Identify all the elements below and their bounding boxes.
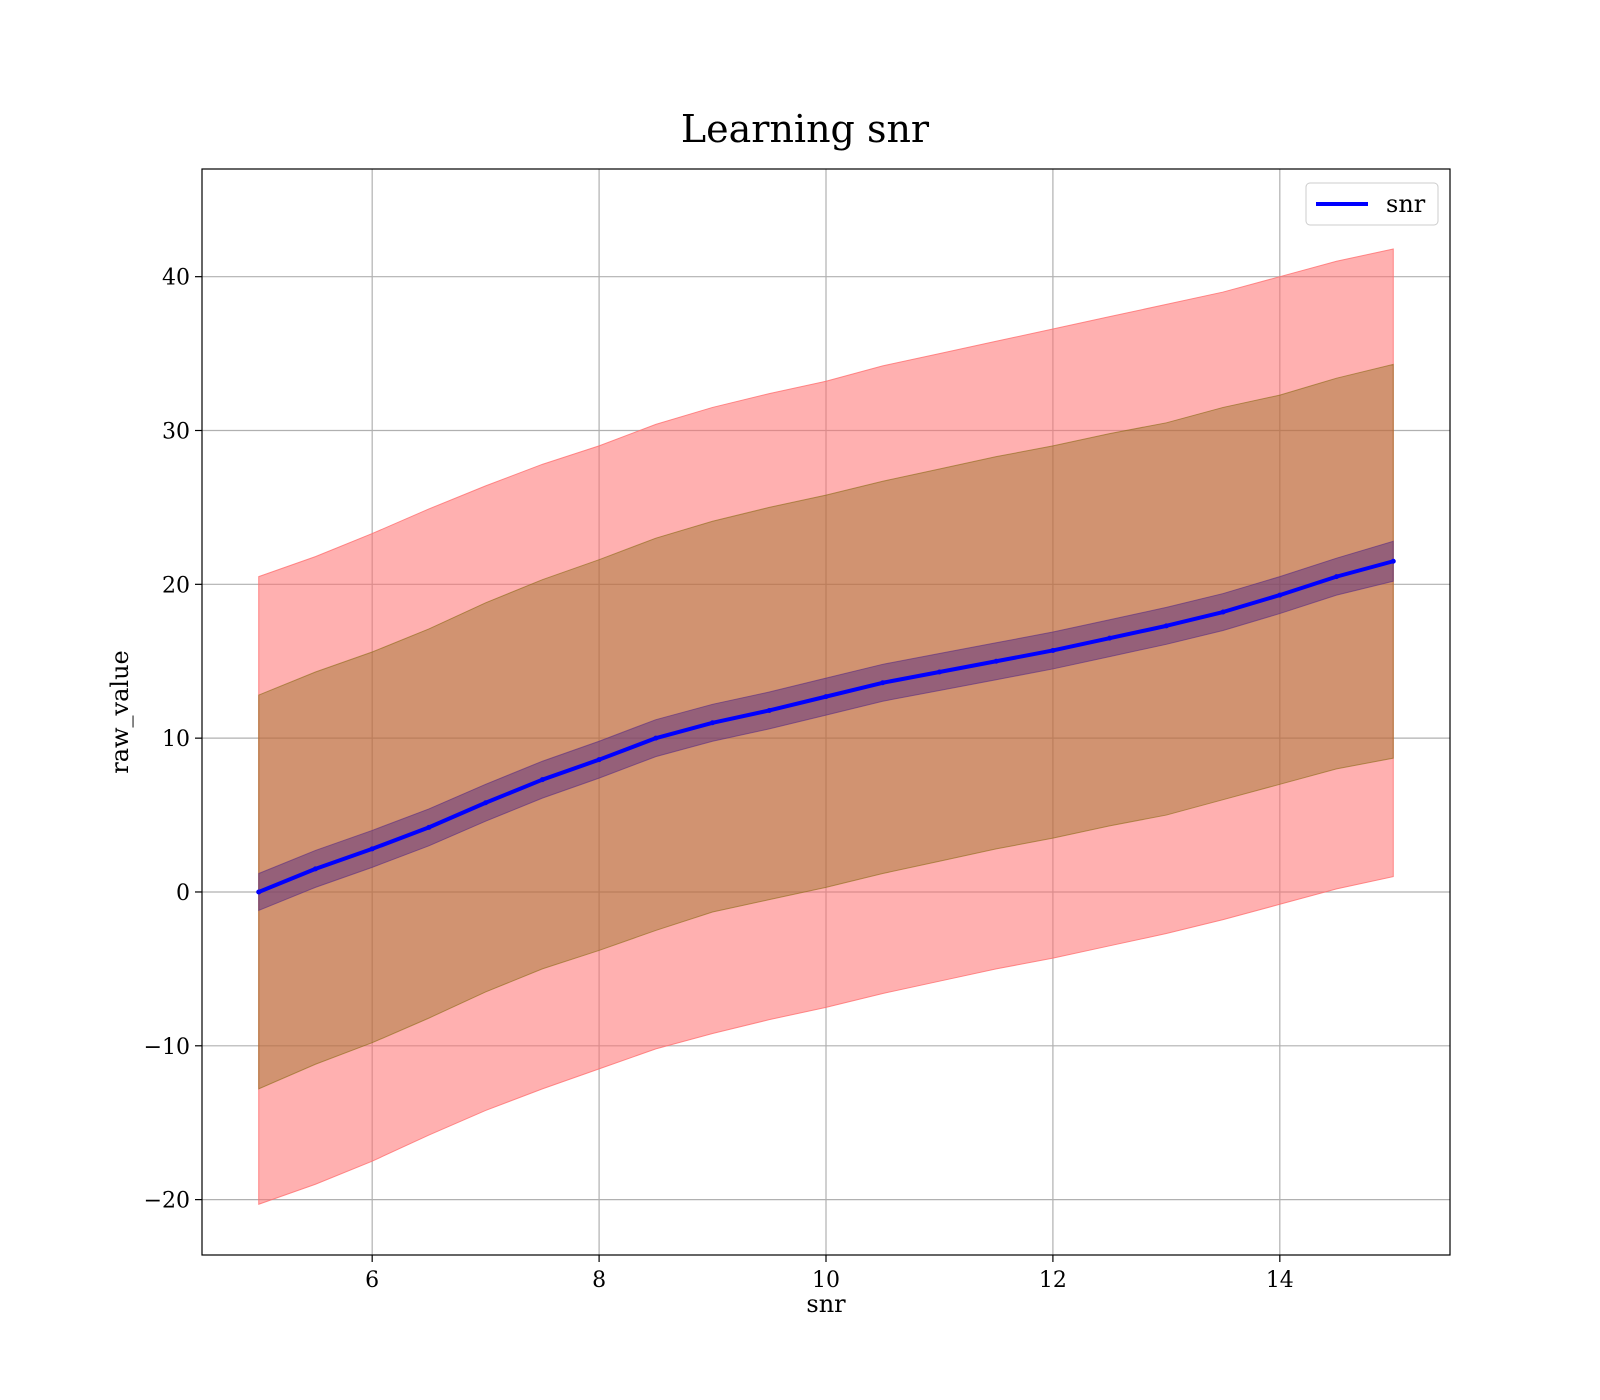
bands <box>258 248 1394 1205</box>
x-tick-label: 10 <box>812 1268 840 1293</box>
data-point <box>1163 623 1169 629</box>
data-point <box>1107 635 1113 641</box>
data-point <box>936 669 942 675</box>
y-tick-label: −20 <box>144 1189 190 1214</box>
y-tick-label: 0 <box>176 881 190 906</box>
plot-area <box>202 169 1450 1255</box>
x-tick-label: 14 <box>1266 1268 1294 1293</box>
data-point <box>1220 609 1226 615</box>
data-point <box>823 694 829 700</box>
data-point <box>369 846 375 852</box>
legend-label-snr: snr <box>1386 190 1426 218</box>
y-tick-label: 30 <box>162 420 190 445</box>
data-point <box>653 735 659 741</box>
series-lines <box>256 558 1396 895</box>
data-point <box>1050 647 1056 653</box>
data-point <box>766 707 772 713</box>
outer-band <box>258 248 1394 1205</box>
x-tick-label: 6 <box>365 1268 379 1293</box>
inner-band <box>258 540 1394 912</box>
y-tick-label: 40 <box>162 266 190 291</box>
y-axis-label: raw_value <box>106 650 134 774</box>
data-point <box>1334 574 1340 580</box>
data-point <box>880 680 886 686</box>
data-point <box>993 658 999 664</box>
data-point <box>1277 592 1283 598</box>
data-point <box>596 757 602 763</box>
y-tick-label: −10 <box>144 1035 190 1060</box>
data-point <box>256 889 262 895</box>
legend-box <box>1305 182 1439 226</box>
data-point <box>312 866 318 872</box>
data-point <box>1390 558 1396 564</box>
x-axis-label: snr <box>806 1290 846 1318</box>
x-tick-label: 12 <box>1039 1268 1067 1293</box>
middle-band <box>258 363 1394 1090</box>
data-point <box>539 777 545 783</box>
data-point <box>483 800 489 806</box>
chart-title: Learning snr <box>681 107 930 151</box>
data-point <box>426 824 432 830</box>
legend: snr <box>1305 182 1439 226</box>
data-point <box>710 720 716 726</box>
ticks: 6 8 10 12 14 −20 −10 0 10 20 30 40 <box>144 266 1294 1293</box>
y-tick-label: 10 <box>162 727 190 752</box>
y-tick-label: 20 <box>162 573 190 598</box>
x-tick-label: 8 <box>592 1268 606 1293</box>
